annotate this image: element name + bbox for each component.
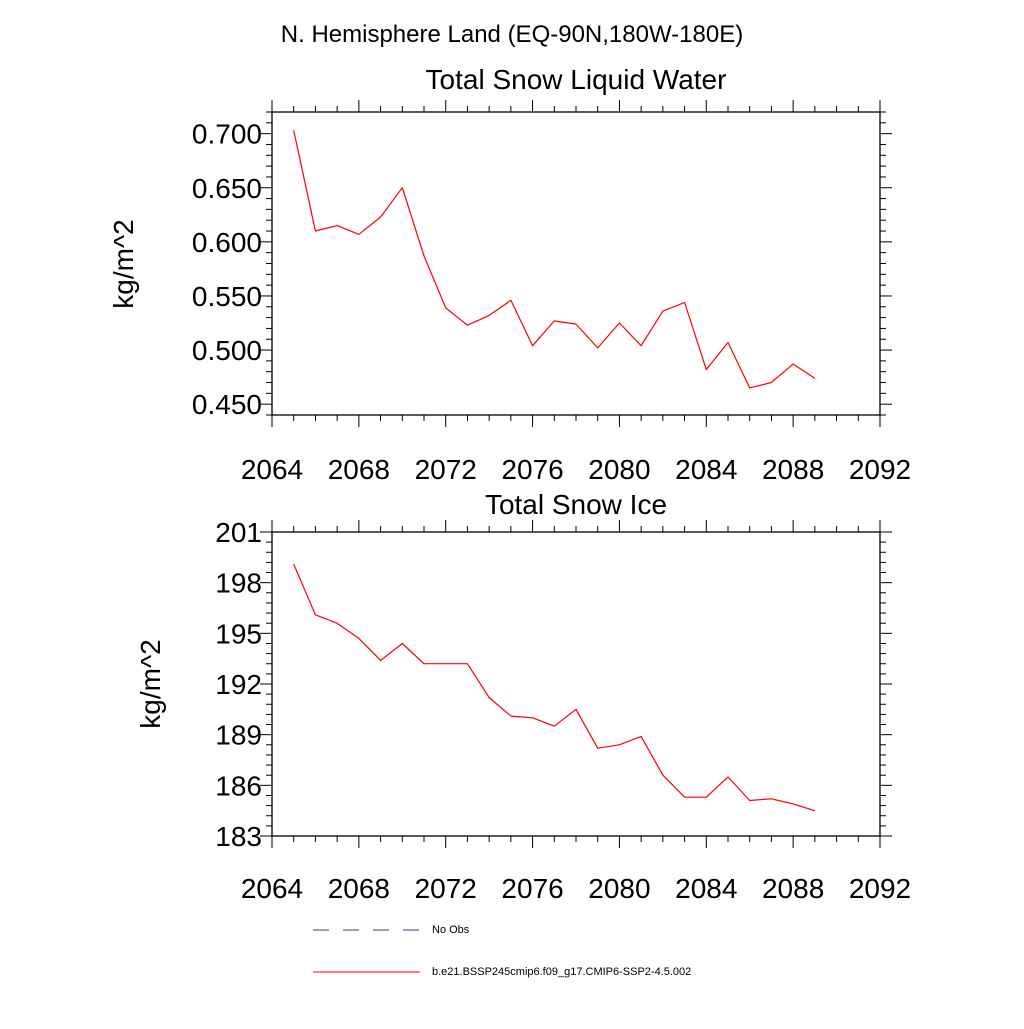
y-tick-label: 0.600 — [192, 227, 262, 258]
y-tick-label: 189 — [215, 720, 262, 751]
chart-title: Total Snow Ice — [485, 489, 667, 520]
y-tick-label: 0.450 — [192, 389, 262, 420]
y-tick-label: 198 — [215, 568, 262, 599]
x-tick-label: 2072 — [415, 454, 477, 485]
y-tick-label: 195 — [215, 618, 262, 649]
chart-title: Total Snow Liquid Water — [426, 64, 727, 95]
y-tick-label: 192 — [215, 669, 262, 700]
plot-frame — [271, 111, 881, 416]
x-tick-label: 2080 — [588, 454, 650, 485]
x-tick-label: 2088 — [762, 454, 824, 485]
x-tick-label: 2064 — [241, 873, 303, 904]
y-axis-label: kg/m^2 — [108, 219, 139, 308]
legend: No Obs b.e21.BSSP245cmip6.f09_g17.CMIP6-… — [313, 924, 691, 978]
region-title: N. Hemisphere Land (EQ-90N,180W-180E) — [281, 21, 743, 48]
x-tick-label: 2092 — [849, 454, 911, 485]
y-tick-label: 186 — [215, 770, 262, 801]
x-tick-label: 2088 — [762, 873, 824, 904]
legend-label-model-run: b.e21.BSSP245cmip6.f09_g17.CMIP6-SSP2-4.… — [432, 966, 691, 978]
y-tick-label: 183 — [215, 821, 262, 852]
chart-panel-snow-ice: Total Snow Ice kg/m^2 2064 2068 2072 2076 20… — [135, 489, 911, 904]
y-axis-label: kg/m^2 — [135, 639, 166, 728]
x-tick-label: 2072 — [415, 873, 477, 904]
y-tick-label: 0.700 — [192, 119, 262, 150]
x-tick-label: 2064 — [241, 454, 303, 485]
y-tick-label: 0.500 — [192, 335, 262, 366]
x-tick-label: 2068 — [328, 454, 390, 485]
x-tick-label: 2084 — [675, 454, 737, 485]
chart-panel-snow-liquid-water: Total Snow Liquid Water kg/m^2 2064 2068 2… — [108, 64, 911, 485]
x-tick-label: 2068 — [328, 873, 390, 904]
x-tick-label: 2080 — [588, 873, 650, 904]
y-tick-label: 201 — [215, 517, 262, 548]
x-tick-label: 2092 — [849, 873, 911, 904]
plot-frame — [271, 531, 881, 837]
x-tick-label: 2076 — [501, 873, 563, 904]
x-tick-label: 2076 — [501, 454, 563, 485]
y-tick-label: 0.650 — [192, 173, 262, 204]
series-line — [293, 130, 816, 389]
series-line — [293, 563, 816, 812]
legend-label-no-obs: No Obs — [432, 924, 470, 936]
x-tick-label: 2084 — [675, 873, 737, 904]
y-tick-label: 0.550 — [192, 281, 262, 312]
